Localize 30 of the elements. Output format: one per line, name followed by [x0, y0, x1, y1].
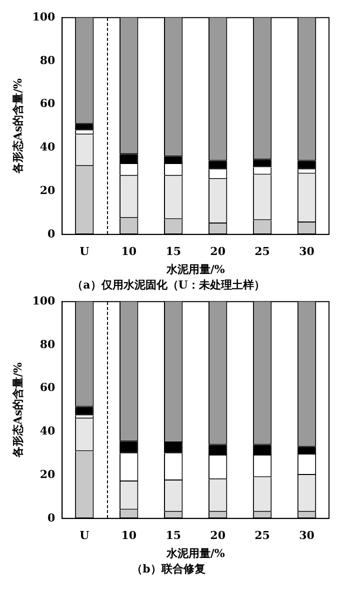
y-tick-label: 20 [40, 184, 56, 197]
y-tick-label: 80 [40, 54, 56, 67]
y-tick-label: 20 [40, 468, 56, 481]
x-tick-label: 30 [299, 244, 315, 258]
x-tick-label: 25 [254, 528, 270, 542]
y-tick-label: 60 [40, 381, 56, 394]
x-axis-title: 水泥用量/% [165, 263, 226, 276]
y-tick-label: 100 [32, 294, 56, 308]
x-tick-label: U [80, 528, 90, 542]
x-tick-label: 10 [121, 244, 137, 258]
x-tick-label: 20 [210, 244, 226, 258]
y-axis-title: 各形态As的含量/% [11, 78, 24, 175]
x-tick-label: 10 [121, 528, 137, 542]
text: （a）仅用水泥固化（U：未处理土样） [72, 278, 265, 292]
x-tick-label: 20 [210, 528, 226, 542]
y-tick-label: 40 [40, 140, 56, 154]
y-tick-label: 80 [40, 338, 56, 351]
y-tick-label: 100 [32, 10, 56, 24]
x-tick-label: 30 [299, 528, 315, 542]
y-tick-label: 0 [48, 511, 56, 524]
x-tick-label: 15 [166, 528, 181, 542]
x-tick-label: 15 [166, 244, 181, 258]
y-tick-label: 60 [40, 97, 56, 110]
text: （b）联合修复 [132, 562, 206, 576]
x-axis-title: 水泥用量/% [165, 547, 226, 560]
x-tick-label: 25 [254, 244, 270, 258]
y-tick-label: 0 [48, 227, 56, 240]
y-tick-label: 40 [40, 424, 56, 438]
y-axis-title: 各形态As的含量/% [11, 362, 24, 459]
x-tick-label: U [80, 244, 90, 258]
